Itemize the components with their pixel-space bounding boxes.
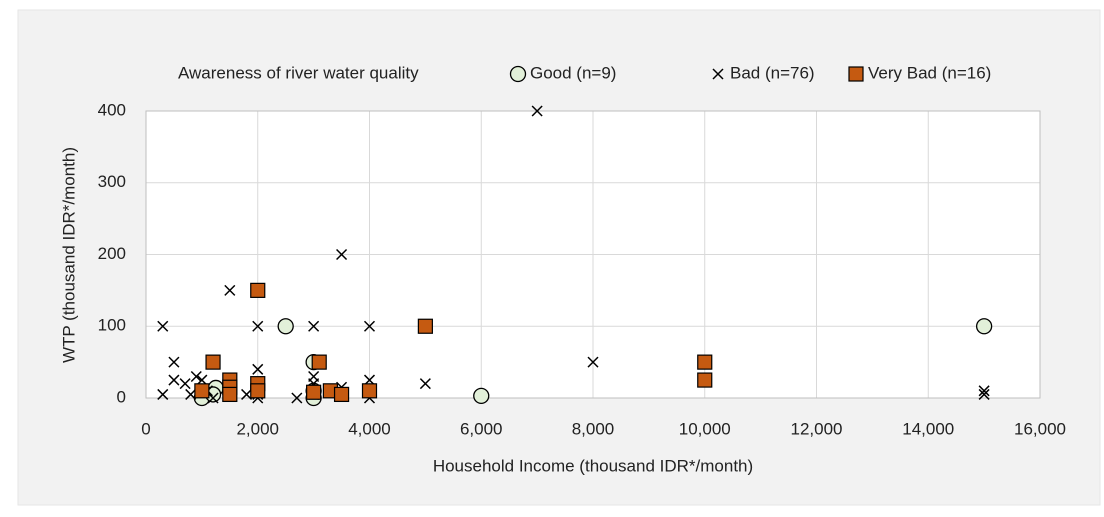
legend-marker: [509, 65, 527, 83]
point: [473, 387, 490, 404]
x-tick-label: 12,000: [791, 419, 843, 438]
point: [252, 320, 264, 332]
point: [185, 388, 197, 400]
y-tick-label: 300: [98, 172, 126, 191]
y-tick-label: 0: [117, 387, 126, 406]
x-tick-label: 6,000: [460, 419, 503, 438]
x-tick-label: 2,000: [236, 419, 279, 438]
point: [417, 318, 433, 334]
point: [333, 386, 350, 403]
point: [241, 388, 253, 400]
legend-title: Awareness of river water quality: [178, 63, 419, 82]
point: [157, 388, 169, 400]
point: [157, 320, 169, 332]
plot-border: [145, 110, 1041, 399]
point: [207, 392, 219, 404]
x-tick-label: 16,000: [1014, 419, 1066, 438]
x-tick-label: 14,000: [902, 419, 954, 438]
y-axis-label: WTP (thousand IDR*/month): [59, 147, 78, 363]
point: [205, 354, 221, 370]
point: [336, 248, 348, 261]
point: [361, 383, 378, 399]
y-tick-label: 400: [98, 100, 126, 119]
point: [250, 383, 266, 399]
point: [224, 284, 236, 296]
point: [363, 320, 376, 332]
point: [277, 318, 294, 335]
point: [697, 372, 713, 388]
legend-marker: [848, 66, 864, 82]
point: [308, 320, 320, 332]
x-axis-label: Household Income (thousand IDR*/month): [433, 456, 753, 475]
point: [975, 318, 993, 335]
point: [291, 392, 303, 404]
point: [697, 354, 713, 370]
point: [252, 363, 264, 375]
legend-label: Very Bad (n=16): [868, 63, 991, 82]
y-tick-label: 100: [98, 316, 126, 335]
legend-label: Good (n=9): [530, 63, 616, 82]
point: [179, 378, 191, 390]
x-tick-label: 10,000: [679, 419, 731, 438]
point: [978, 388, 990, 400]
point: [419, 378, 431, 390]
point: [194, 383, 210, 399]
point: [222, 386, 238, 403]
point: [168, 356, 180, 368]
point: [311, 354, 327, 370]
x-tick-label: 4,000: [348, 419, 391, 438]
point: [531, 105, 543, 117]
legend-marker: [712, 68, 724, 80]
y-tick-label: 200: [98, 244, 126, 263]
legend-label: Bad (n=76): [730, 63, 815, 82]
x-tick-label: 8,000: [572, 419, 615, 438]
point: [168, 374, 180, 386]
point: [978, 385, 990, 397]
point: [250, 282, 266, 298]
x-tick-label: 0: [141, 419, 150, 438]
point: [306, 384, 322, 400]
point: [190, 370, 202, 383]
point: [587, 356, 599, 368]
